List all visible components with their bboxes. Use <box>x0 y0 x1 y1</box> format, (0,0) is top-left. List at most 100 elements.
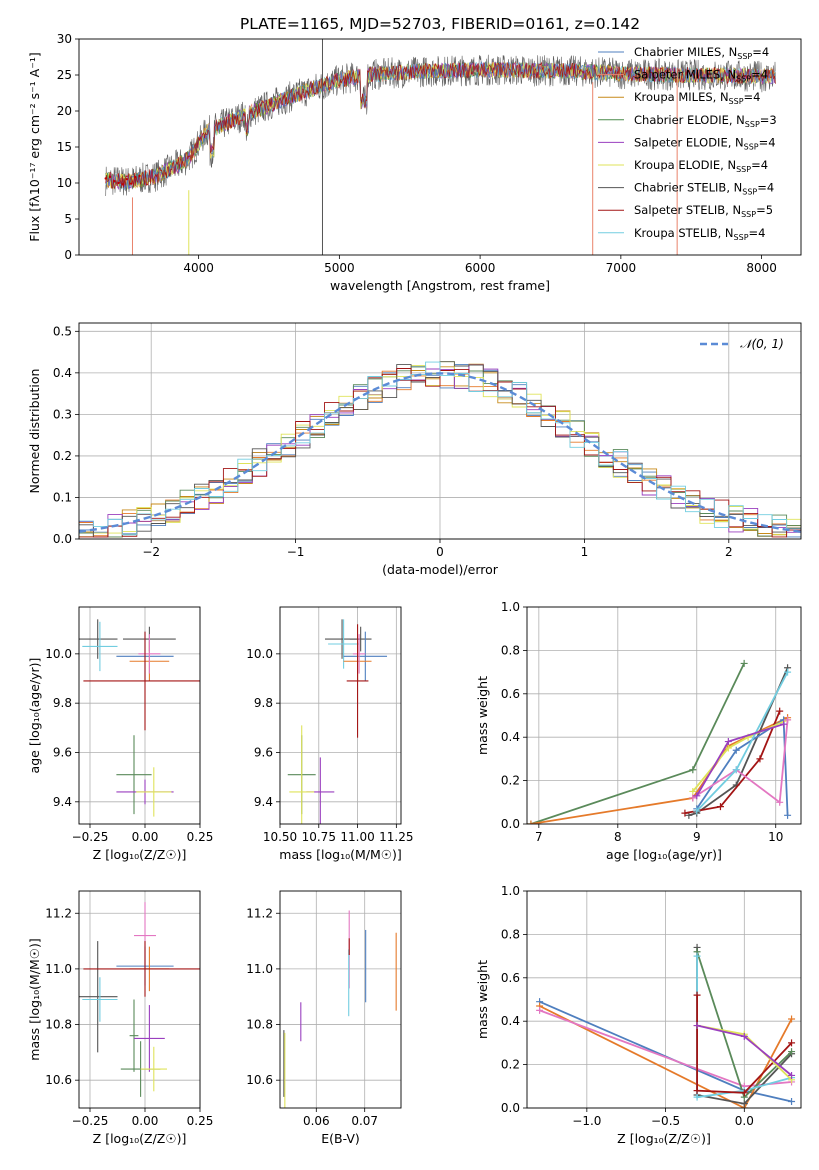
z-age-ytick-label: 9.8 <box>53 696 72 710</box>
residual-histograms <box>79 361 801 539</box>
series-marker <box>693 1022 701 1030</box>
z-weight-xtick-label: −1.0 <box>572 1114 601 1128</box>
series-marker <box>740 1032 748 1040</box>
legend-entry-tail: =3 <box>760 113 777 127</box>
data-point <box>79 619 118 659</box>
data-point <box>349 626 372 652</box>
z-age-xtick-label: −0.25 <box>72 830 109 844</box>
series-marker <box>693 792 701 800</box>
data-point <box>134 1005 165 1072</box>
z-age-xlabel: Z [log₁₀(Z/Z☉)] <box>93 847 187 862</box>
residuals-ytick-label: 0.1 <box>53 490 72 504</box>
series-line <box>692 719 789 804</box>
data-point <box>138 634 161 674</box>
z-weight-panel: −1.0 −0.5 0.0 0.0 0.2 0.4 0.6 0.8 1.0 Z [log₁₀(Z/… <box>475 884 802 1146</box>
residuals-ytick-label: 0.0 <box>53 532 72 546</box>
series-line <box>688 667 789 817</box>
spectrum-data-point <box>104 177 107 180</box>
z-weight-ytick-label: 0.4 <box>501 1014 520 1028</box>
legend-entry-tail: =4 <box>751 158 768 172</box>
data-point <box>129 999 139 1072</box>
data-point <box>346 624 369 738</box>
series-marker <box>740 659 748 667</box>
mass-age-ytick-label: 9.8 <box>254 696 273 710</box>
data-point <box>83 941 200 997</box>
series-marker <box>716 803 724 811</box>
data-point <box>82 977 118 1022</box>
legend-entry-base: Kroupa STELIB, N <box>634 226 734 240</box>
z-weight-frame <box>526 890 802 1109</box>
age-weight-xtick-label: 9 <box>693 830 701 844</box>
residuals-panel: −2 −1 0 1 2 0.0 0.1 0.2 0.3 0.4 0.5 (data-model)/er… <box>27 322 802 577</box>
z-weight-ytick-label: 0.0 <box>501 1101 520 1115</box>
legend-entry-base: Salpeter STELIB, N <box>634 203 741 217</box>
data-point <box>136 767 172 817</box>
legend-entry-base: Kroupa ELODIE, N <box>634 158 736 172</box>
mass-age-frame <box>279 606 402 825</box>
mass-age-xtick-label: 11.25 <box>379 830 413 844</box>
data-point <box>328 619 360 669</box>
spectrum-ytick-label: 5 <box>64 212 72 226</box>
z-mass-frame <box>78 890 201 1109</box>
legend-entry-sub: SSP <box>741 210 756 219</box>
z-age-ylabel: age [log₁₀(age/yr)] <box>27 658 42 774</box>
z-mass-ytick-label: 10.8 <box>45 1018 72 1032</box>
series-marker <box>784 668 792 676</box>
age-weight-ytick-label: 0.0 <box>501 817 520 831</box>
residuals-xtick-label: −2 <box>142 545 160 559</box>
z-age-panel: −0.25 0.00 0.25 9.4 9.6 9.8 10.0 Z [log₁₀(Z/Z☉)… <box>27 606 213 862</box>
legend-entry-base: Kroupa MILES, N <box>634 90 729 104</box>
series-marker <box>756 755 764 763</box>
series-marker <box>776 798 784 806</box>
z-weight-ytick-label: 1.0 <box>501 884 520 898</box>
spectrum-lines <box>104 39 776 255</box>
residuals-ylabel: Normed distribution <box>27 369 42 494</box>
legend-entry: Kroupa ELODIE, NSSP=4 <box>634 158 768 174</box>
legend-entry-sub: SSP <box>745 120 760 129</box>
legend-entry-sub: SSP <box>744 142 759 151</box>
spectrum-ytick-label: 15 <box>57 140 72 154</box>
series-marker <box>740 1100 748 1108</box>
series-marker <box>788 1071 796 1079</box>
legend-entry-base: Chabrier MILES, N <box>634 45 737 59</box>
series-marker <box>784 716 792 724</box>
legend-entry-base: Chabrier STELIB, N <box>634 181 742 195</box>
legend-entry-sub: SSP <box>734 233 749 242</box>
data-point <box>79 941 118 1053</box>
z-mass-panel: −0.25 0.00 0.25 10.6 10.8 11.0 11.2 Z [log₁₀(Z/… <box>27 890 213 1146</box>
spectrum-ytick-label: 30 <box>57 32 72 46</box>
spectrum-data-point <box>129 182 133 185</box>
legend-entry-base: Salpeter MILES, N <box>634 68 736 82</box>
legend-entry-base: Chabrier ELODIE, N <box>634 113 745 127</box>
spectrum-frame <box>78 38 802 256</box>
spectrum-data-point <box>121 183 124 186</box>
data-point <box>343 631 388 681</box>
residuals-xtick-label: 2 <box>725 545 733 559</box>
spectrum-xtick-label: 7000 <box>606 261 637 275</box>
series-marker <box>689 794 697 802</box>
spectrum-data-point <box>117 181 120 185</box>
age-weight-ytick-label: 0.6 <box>501 687 520 701</box>
series-marker <box>788 1015 796 1023</box>
legend-entry-tail: =4 <box>744 90 761 104</box>
spectrum-ytick-label: 25 <box>57 68 72 82</box>
spectrum-xtick-label: 6000 <box>465 261 496 275</box>
series-marker <box>693 1093 701 1101</box>
residuals-ytick-label: 0.4 <box>53 366 72 380</box>
residuals-xtick-label: −1 <box>287 545 305 559</box>
age-weight-xtick-label: 7 <box>535 830 543 844</box>
residuals-ytick-label: 0.3 <box>53 407 72 421</box>
legend-entry-base: Salpeter ELODIE, N <box>634 135 744 149</box>
mass-age-ytick-label: 9.4 <box>254 795 273 809</box>
series-marker <box>693 1087 701 1095</box>
mass-age-xtick-label: 10.50 <box>263 830 297 844</box>
spectrum-xtick-label: 5000 <box>324 261 355 275</box>
series-marker <box>693 807 701 815</box>
series-marker <box>788 1048 796 1056</box>
series-marker <box>689 766 697 774</box>
age-weight-ytick-label: 1.0 <box>501 600 520 614</box>
series-marker <box>780 720 788 728</box>
ebv-mass-ytick-label: 11.2 <box>246 906 273 920</box>
legend-entry: Kroupa STELIB, NSSP=4 <box>634 226 765 242</box>
mass-age-xtick-label: 11.00 <box>340 830 374 844</box>
